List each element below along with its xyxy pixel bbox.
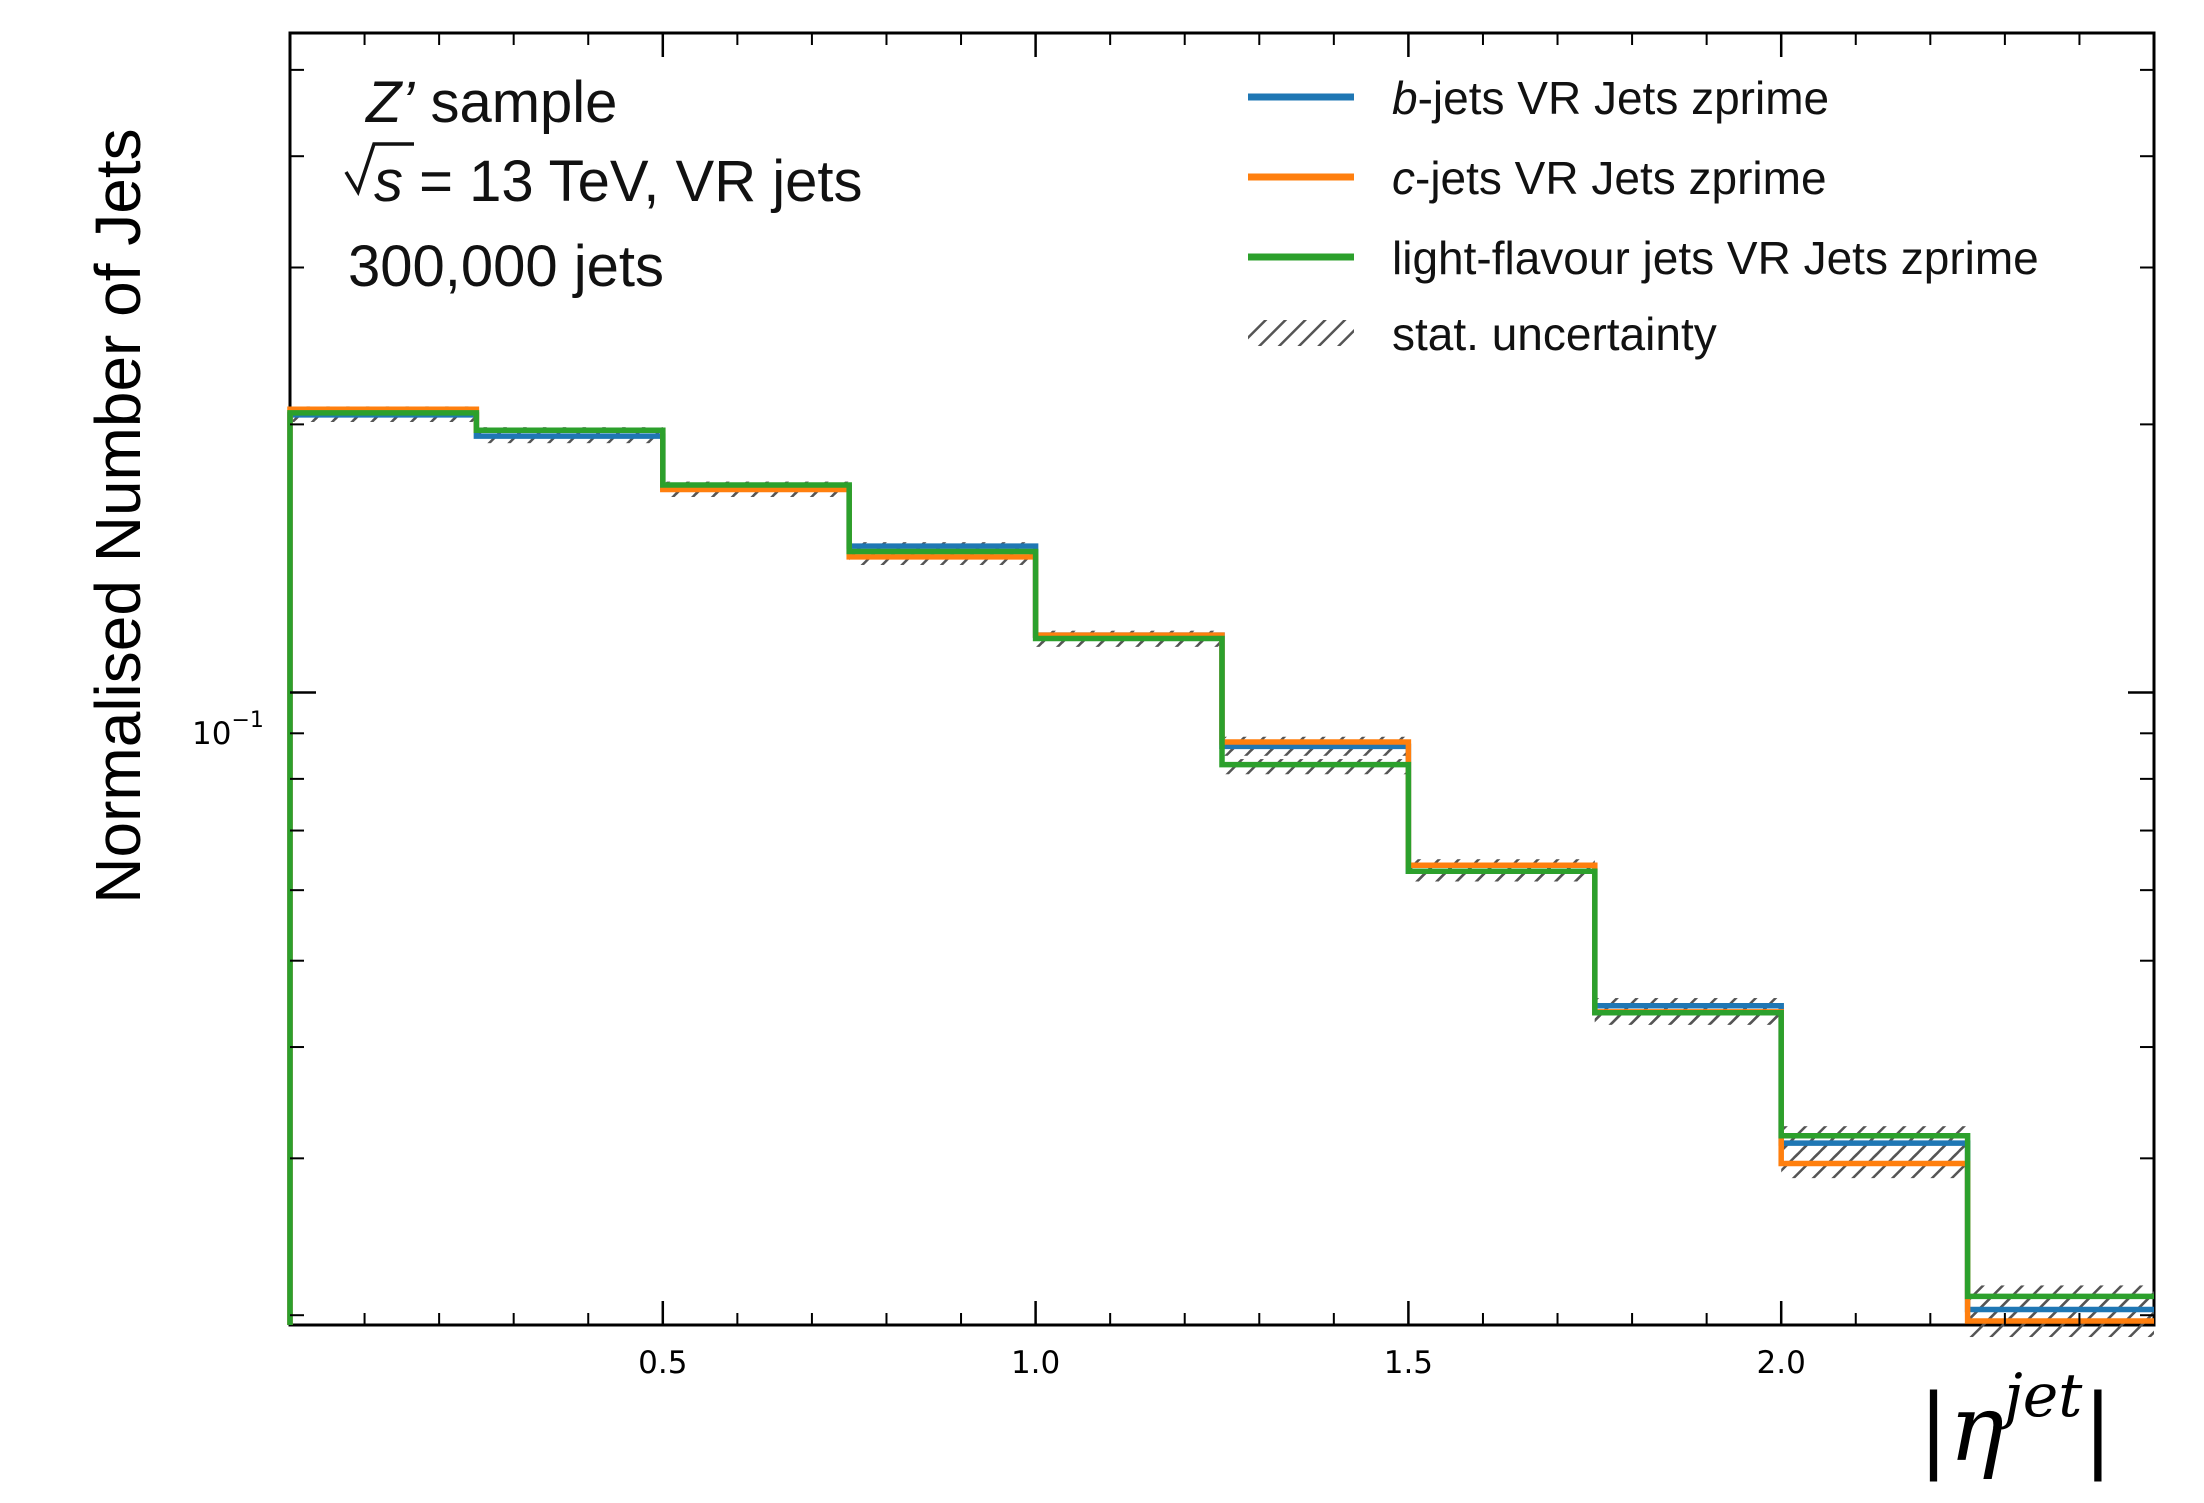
legend-label: c-jets VR Jets zprime — [1392, 152, 1827, 204]
x-tick-label: 0.5 — [638, 1345, 687, 1381]
x-tick-label: 1.5 — [1384, 1345, 1433, 1381]
x-tick-label: 2.0 — [1757, 1345, 1806, 1381]
legend-label: stat. uncertainty — [1392, 308, 1717, 360]
y-axis-label: Normalised Number of Jets — [82, 128, 154, 903]
y-tick-label-0.1: 10−1 — [192, 708, 264, 752]
legend-entry: c-jets VR Jets zprime — [1248, 152, 1827, 204]
series-lines — [287, 406, 2154, 1325]
sample-label: Z’ sample — [364, 70, 617, 135]
legend-label: light-flavour jets VR Jets zprime — [1392, 232, 2039, 284]
legend-entry-uncertainty: stat. uncertainty — [1248, 308, 1717, 360]
legend-entry: light-flavour jets VR Jets zprime — [1248, 232, 2039, 284]
series-line — [287, 410, 2154, 1325]
legend-entry: b-jets VR Jets zprime — [1248, 72, 1829, 124]
x-axis-label: |ηjet| — [1918, 1361, 2113, 1482]
plot-annotation: Z’ sample s = 13 TeV, VR jets 300,000 je… — [344, 70, 862, 299]
legend: b-jets VR Jets zprime c-jets VR Jets zpri… — [1248, 72, 2039, 360]
energy-label: s = 13 TeV, VR jets — [374, 149, 862, 214]
sqrt-symbol — [344, 142, 414, 197]
series-line — [287, 412, 2154, 1325]
axis-ticks: 0.5 1.0 1.5 2.0 — [290, 33, 2154, 1381]
jets-count-label: 300,000 jets — [348, 234, 664, 299]
legend-hatch-swatch — [1248, 320, 1354, 346]
legend-label: b-jets VR Jets zprime — [1392, 72, 1829, 124]
series-line — [287, 406, 2154, 1325]
uncertainty-bands — [290, 406, 2154, 1338]
x-tick-label: 1.0 — [1011, 1345, 1060, 1381]
